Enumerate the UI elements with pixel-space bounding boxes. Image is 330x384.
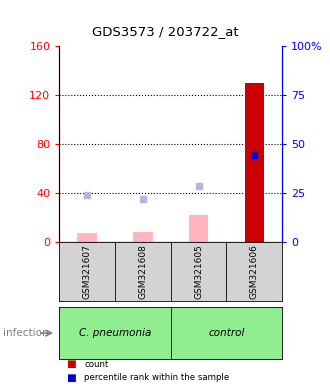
Bar bbox=[245, 83, 264, 242]
Text: infection: infection bbox=[3, 328, 49, 338]
Text: ■: ■ bbox=[66, 373, 76, 383]
Bar bbox=[78, 233, 97, 242]
Text: C. pneumonia: C. pneumonia bbox=[79, 328, 151, 338]
Text: count: count bbox=[84, 359, 109, 369]
Text: GDS3573 / 203722_at: GDS3573 / 203722_at bbox=[92, 25, 238, 38]
Bar bbox=[189, 215, 208, 242]
Text: GSM321606: GSM321606 bbox=[250, 244, 259, 299]
Bar bbox=[133, 232, 153, 242]
Text: ■: ■ bbox=[66, 359, 76, 369]
Text: GSM321607: GSM321607 bbox=[83, 244, 92, 299]
Text: percentile rank within the sample: percentile rank within the sample bbox=[84, 373, 229, 382]
Text: GSM321608: GSM321608 bbox=[138, 244, 148, 299]
Text: control: control bbox=[208, 328, 245, 338]
Text: GSM321605: GSM321605 bbox=[194, 244, 203, 299]
